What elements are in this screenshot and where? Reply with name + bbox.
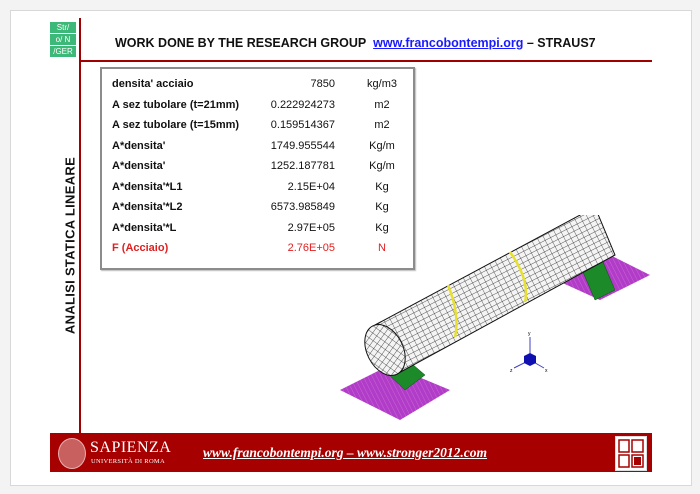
row-label: densita' acciaio [112,78,194,90]
row-label: A sez tubolare (t=21mm) [112,98,240,111]
divider-horizontal [80,60,652,62]
row-unit: N [378,242,386,254]
axis-triad: y z x [510,331,548,374]
group-logo-icon [615,436,647,471]
table-row: A*densita'*L 2.97E+05 Kg [112,222,412,238]
data-table: densita' acciaio 7850 kg/m3 A sez tubolare … [100,67,415,270]
row-value: 1252.187781 [270,160,335,172]
stiffener-ring [508,251,528,303]
row-unit: Kg [375,221,389,234]
row-unit: Kg/m [369,139,395,152]
logo-line: Str/ [50,22,76,34]
table-row: A*densita'*L1 2.15E+04 Kg [112,181,412,197]
row-unit: m2 [374,119,390,131]
side-title: ANALISI STATICA LINEARE [62,156,78,335]
row-label: A sez tubolare (t=15mm) [112,119,240,131]
table-row: A*densita' 1252.187781 Kg/m [112,160,412,176]
table-row: A*densita' 1749.955544 Kg/m [112,140,412,156]
row-value: 1749.955544 [270,139,335,152]
stiffener-ring [446,284,458,338]
table-row: F (Acciaio) 2.76E+05 N [112,242,412,258]
straus7-model-view: y z x [340,215,650,420]
row-label: A*densita'*L2 [112,201,183,213]
row-value: 6573.985849 [270,201,335,213]
axis-y-label: y [528,331,531,337]
row-value: 0.222924273 [270,98,335,111]
row-value: 2.76E+05 [287,242,335,254]
row-unit: Kg/m [369,160,395,172]
row-value: 7850 [310,78,335,90]
row-value: 2.97E+05 [287,221,335,234]
table-row: densita' acciaio 7850 kg/m3 [112,78,412,94]
row-unit: m2 [374,98,390,111]
table-row: A*densita'*L2 6573.985849 Kg [112,201,412,217]
logo-line: o/ N [50,34,76,46]
sapienza-seal-icon [58,438,86,469]
title-suffix: – STRAUS7 [526,36,596,50]
row-unit: kg/m3 [367,78,397,90]
footer-links[interactable]: www.francobontempi.org – www.stronger201… [203,445,488,460]
strongER-logo: Str/ o/ N /GER [50,22,76,57]
row-label: A*densita' [112,160,166,172]
footer-bar: SAPIENZA UNIVERSITÀ DI ROMA www.francobo… [50,433,652,472]
logo-line: /GER [53,47,73,56]
page-title: WORK DONE BY THE RESEARCH GROUP www.fran… [115,36,596,50]
university-name: SAPIENZA [90,439,172,456]
row-label: A*densita'*L1 [112,180,183,193]
row-label: A*densita'*L [112,221,177,234]
university-subtitle: UNIVERSITÀ DI ROMA [91,458,166,465]
row-value: 0.159514367 [270,119,335,131]
website-link[interactable]: www.francobontempi.org [373,36,524,50]
title-text: WORK DONE BY THE RESEARCH GROUP [115,36,367,50]
row-label: A*densita' [112,139,166,152]
axis-z-label: z [510,368,513,374]
row-value: 2.15E+04 [287,180,335,193]
cylinder-mesh [364,215,616,376]
table-row: A sez tubolare (t=15mm) 0.159514367 m2 [112,119,412,135]
divider-vertical [79,18,81,445]
table-row: A sez tubolare (t=21mm) 0.222924273 m2 [112,99,412,115]
axis-x-label: x [545,368,548,374]
row-unit: Kg [375,180,389,193]
row-label: F (Acciaio) [112,242,169,254]
row-unit: Kg [375,201,389,213]
